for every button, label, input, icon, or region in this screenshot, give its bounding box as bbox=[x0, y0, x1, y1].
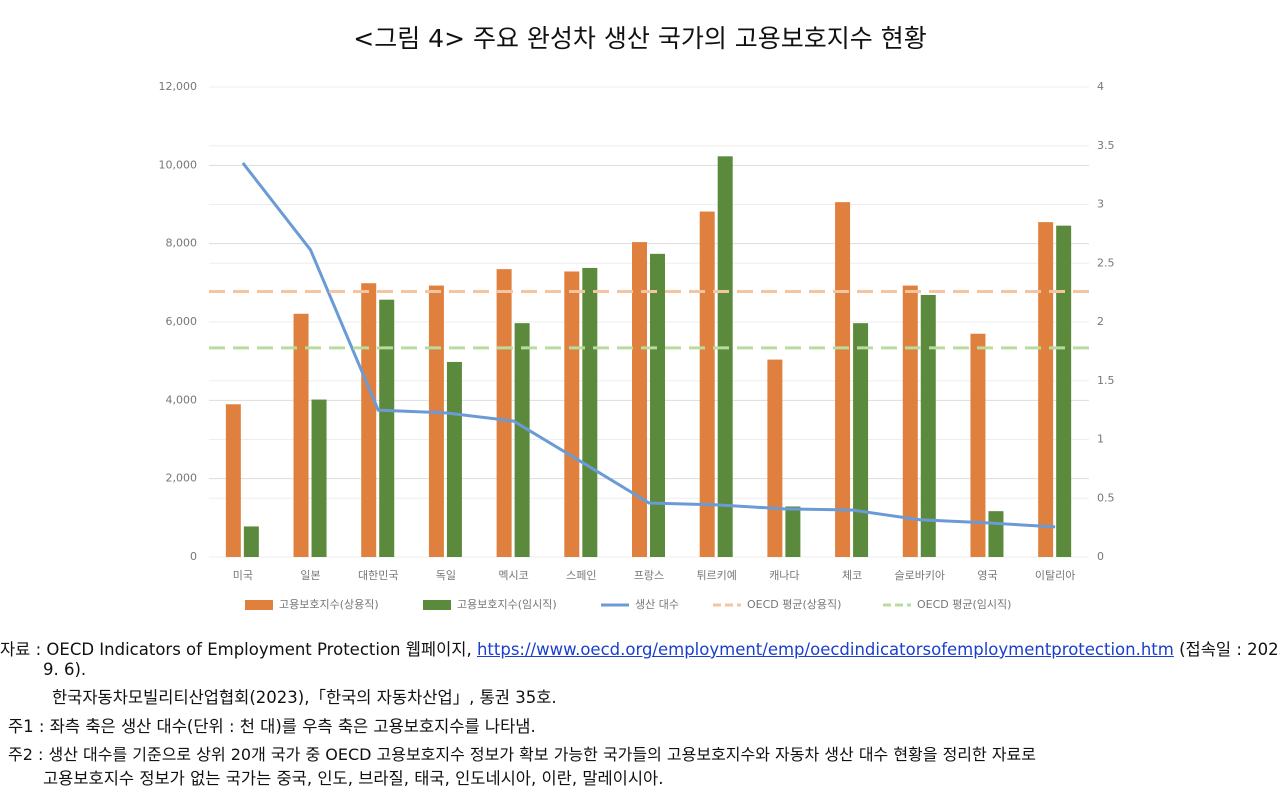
bar bbox=[767, 359, 783, 557]
legend-swatch bbox=[423, 600, 451, 610]
note-2: 주2 : 생산 대수를 기준으로 상위 20개 국가 중 OECD 고용보호지수… bbox=[8, 741, 1036, 765]
bar bbox=[446, 361, 462, 557]
note-2-line-2: 고용보호지수 정보가 없는 국가는 중국, 인도, 브라질, 태국, 인도네시아… bbox=[43, 769, 664, 788]
source-text: OECD Indicators of Employment Protection… bbox=[46, 640, 472, 659]
x-tick-label: 미국 bbox=[233, 569, 253, 582]
x-tick-label: 캐나다 bbox=[769, 569, 799, 582]
y2-tick-label: 1.5 bbox=[1097, 374, 1115, 387]
bar bbox=[902, 285, 918, 557]
bar bbox=[243, 526, 259, 557]
bar bbox=[496, 269, 512, 557]
x-tick-label: 멕시코 bbox=[498, 569, 528, 582]
bar bbox=[853, 323, 869, 557]
note-1-label: 주1 : bbox=[8, 717, 45, 736]
line bbox=[241, 162, 1056, 529]
source-line: 자료 : OECD Indicators of Employment Prote… bbox=[0, 636, 1280, 660]
note-2-text: 생산 대수를 기준으로 상위 20개 국가 중 OECD 고용보호지수 정보가 … bbox=[48, 745, 1036, 764]
bar bbox=[1038, 222, 1054, 557]
bar bbox=[514, 323, 530, 557]
bar bbox=[379, 299, 395, 557]
legend-label: 고용보호지수(임시직) bbox=[457, 598, 557, 611]
x-tick-label: 영국 bbox=[977, 569, 997, 582]
y-tick-label: 10,000 bbox=[159, 158, 198, 171]
legend-swatch bbox=[245, 600, 273, 610]
x-tick-label: 이탈리아 bbox=[1035, 569, 1075, 582]
x-tick-label: 프랑스 bbox=[634, 569, 664, 582]
x-tick-label: 일본 bbox=[300, 568, 320, 582]
bar bbox=[785, 506, 801, 557]
bar bbox=[428, 285, 444, 557]
y2-tick-label: 3 bbox=[1097, 198, 1104, 211]
bar bbox=[311, 399, 327, 557]
bar bbox=[970, 333, 986, 557]
x-tick-label: 튀르키예 bbox=[696, 569, 736, 582]
y-tick-label: 4,000 bbox=[166, 393, 198, 406]
bar bbox=[650, 253, 665, 557]
bar bbox=[361, 283, 377, 557]
bar bbox=[988, 511, 1004, 557]
bar bbox=[293, 313, 309, 557]
y-tick-label: 6,000 bbox=[166, 315, 198, 328]
note-1-text: 좌측 축은 생산 대수(단위 : 천 대)를 우측 축은 고용보호지수를 나타냄… bbox=[49, 717, 536, 736]
x-tick-label: 체코 bbox=[842, 569, 862, 582]
y-tick-label: 12,000 bbox=[159, 80, 198, 93]
bar bbox=[582, 267, 598, 557]
y2-tick-label: 4 bbox=[1097, 80, 1104, 93]
bar bbox=[1056, 225, 1072, 557]
y2-tick-label: 0.5 bbox=[1097, 491, 1115, 504]
y2-tick-label: 0 bbox=[1097, 550, 1104, 563]
y2-tick-label: 3.5 bbox=[1097, 139, 1115, 152]
legend-label: OECD 평균(상용직) bbox=[747, 598, 841, 611]
note-1: 주1 : 좌측 축은 생산 대수(단위 : 천 대)를 우측 축은 고용보호지수… bbox=[8, 713, 536, 737]
bar bbox=[699, 211, 715, 558]
source-url[interactable]: https://www.oecd.org/employment/emp/oecd… bbox=[476, 640, 1174, 659]
bar bbox=[835, 202, 851, 557]
y2-tick-label: 1 bbox=[1097, 433, 1104, 446]
legend-label: 고용보호지수(상용직) bbox=[279, 598, 379, 611]
source-access: (접속일 : 2023, bbox=[1179, 640, 1280, 659]
x-tick-label: 대한민국 bbox=[358, 569, 398, 582]
source-label: 자료 : bbox=[0, 640, 42, 659]
x-tick-label: 슬로바키아 bbox=[894, 569, 945, 582]
bar bbox=[225, 404, 241, 557]
y-tick-label: 0 bbox=[190, 550, 197, 563]
bar bbox=[717, 156, 733, 557]
y2-tick-label: 2.5 bbox=[1097, 256, 1115, 269]
bar bbox=[564, 271, 580, 557]
legend-label: 생산 대수 bbox=[635, 598, 679, 611]
y-tick-label: 2,000 bbox=[166, 472, 198, 485]
bar bbox=[632, 242, 647, 557]
note-2-label: 주2 : bbox=[8, 745, 44, 764]
y-tick-label: 8,000 bbox=[166, 237, 198, 250]
x-tick-label: 독일 bbox=[436, 568, 456, 582]
chart: <그림 4> 주요 완성차 생산 국가의 고용보호지수 현황 0 2,000 4,0… bbox=[159, 24, 1115, 611]
chart-title: <그림 4> 주요 완성차 생산 국가의 고용보호지수 현황 bbox=[353, 24, 926, 53]
source-2: 한국자동차모빌리티산업협회(2023),「한국의 자동차산업」, 통권 35호. bbox=[52, 688, 557, 707]
y2-tick-label: 2 bbox=[1097, 315, 1104, 328]
bar bbox=[920, 294, 936, 557]
x-tick-label: 스페인 bbox=[566, 569, 596, 582]
legend-label: OECD 평균(임시직) bbox=[917, 598, 1011, 611]
source-access-2: 9. 6). bbox=[43, 660, 87, 679]
